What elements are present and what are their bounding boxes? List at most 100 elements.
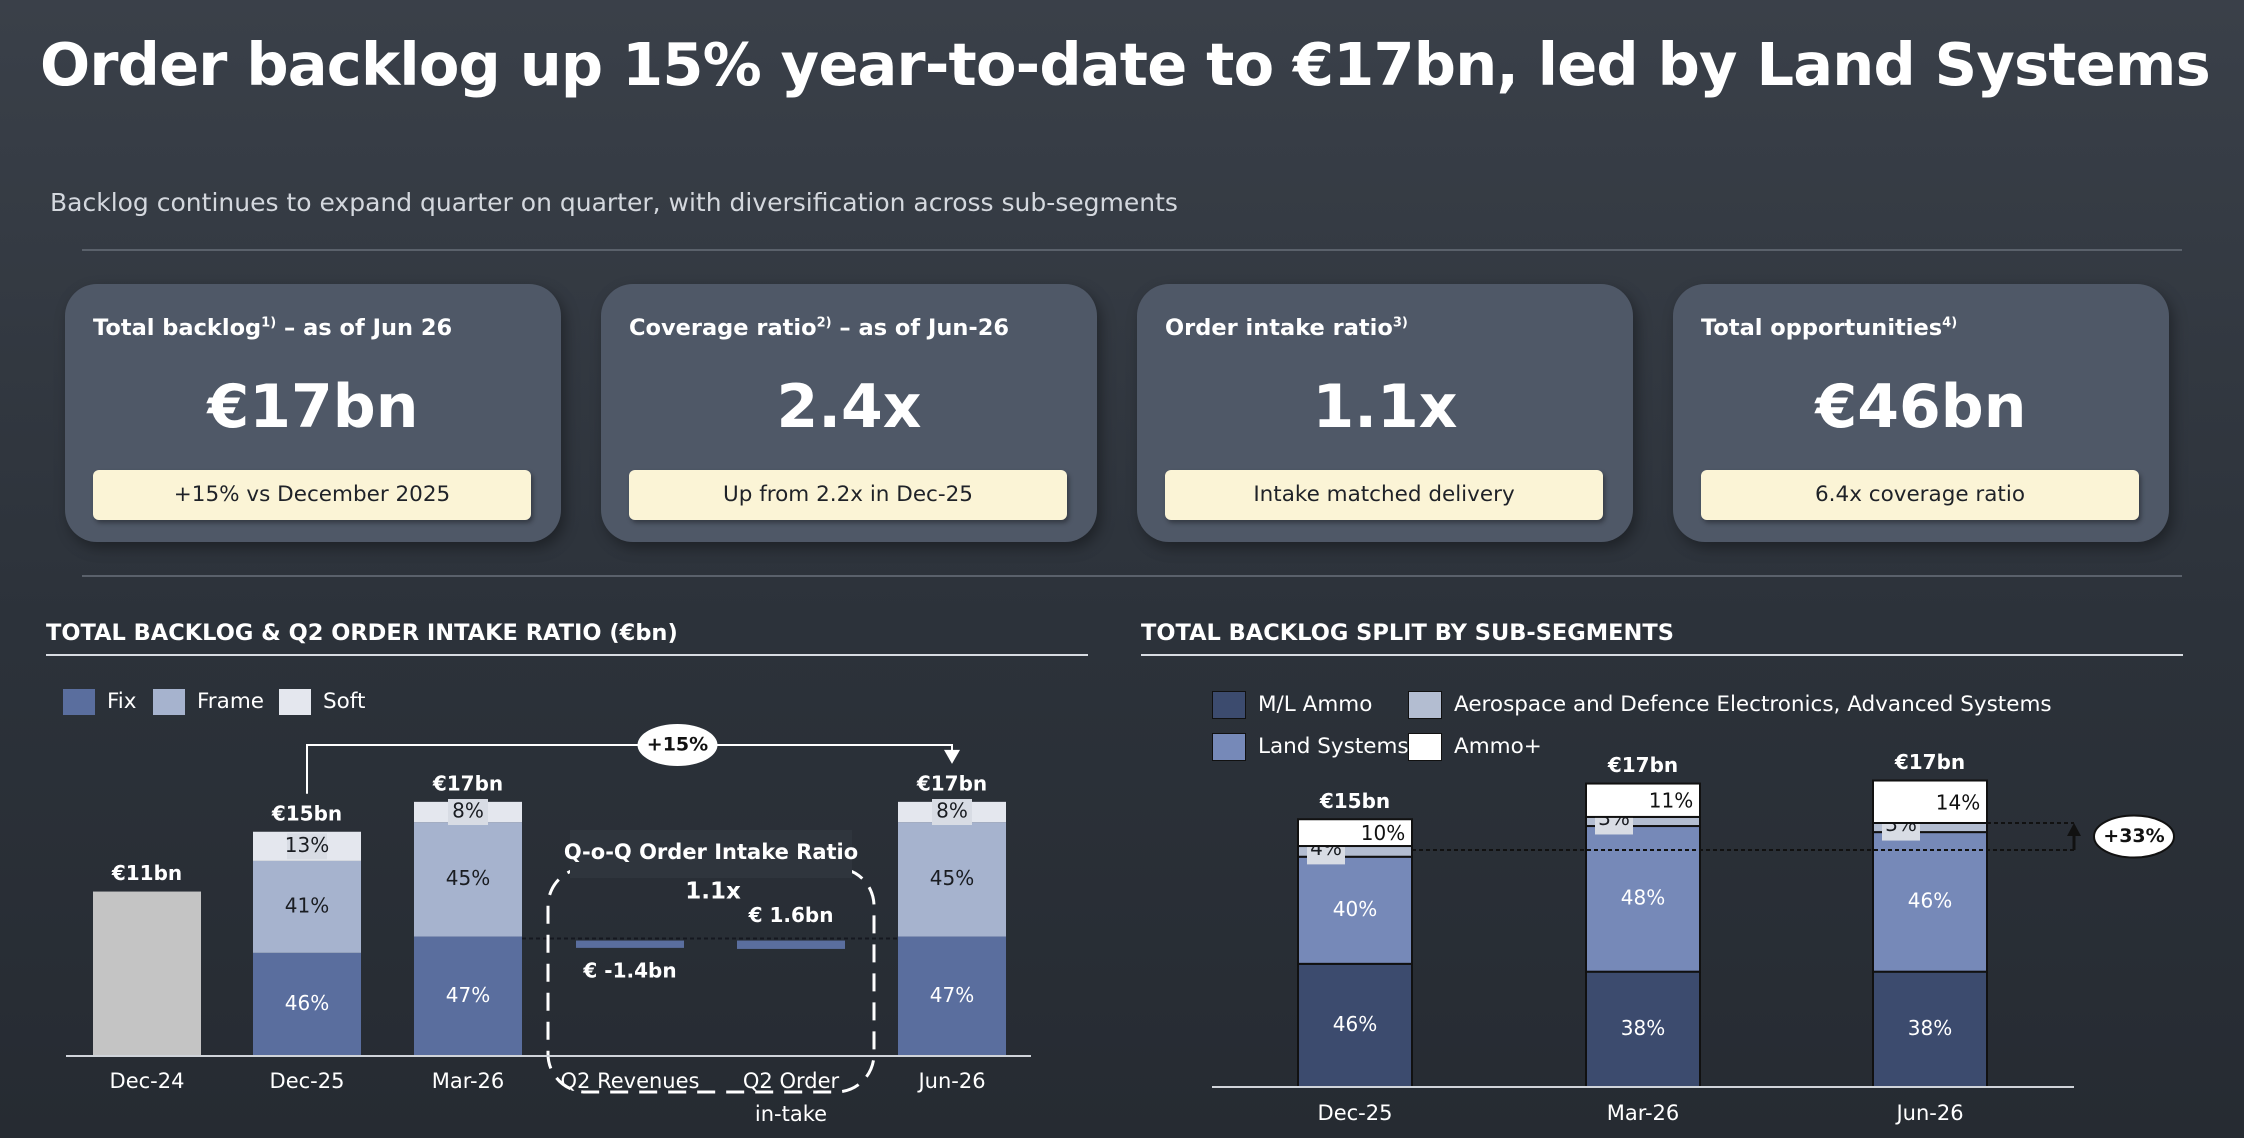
bar-total-label: €17bn — [916, 771, 987, 795]
bar-total-label: €17bn — [1894, 750, 1965, 774]
kpi-note: 6.4x coverage ratio — [1701, 470, 2139, 520]
page-subtitle: Backlog continues to expand quarter on q… — [50, 188, 1178, 217]
segment-label: 10% — [1361, 821, 1405, 845]
bar-total-label: €17bn — [1607, 753, 1678, 777]
bar-total-label: €15bn — [1319, 789, 1390, 813]
floating-bar-q2-revenues — [576, 940, 684, 948]
kpi-label: Order intake ratio3) — [1165, 315, 1408, 341]
segment-label-box — [287, 833, 327, 860]
segment-label: 48% — [1621, 885, 1665, 909]
legend-swatch — [279, 689, 311, 715]
bar-segment-frame — [414, 822, 522, 937]
legend-swatch — [1212, 691, 1246, 719]
x-tick-label: Mar-26 — [432, 1069, 505, 1093]
growth-arrow-head — [2067, 822, 2081, 836]
segment-label: 14% — [1936, 790, 1980, 814]
kpi-value: 2.4x — [776, 372, 922, 442]
growth-callout-bubble — [2093, 814, 2175, 859]
growth-callout-bubble — [637, 724, 718, 766]
kpi-note: +15% vs December 2025 — [93, 470, 531, 520]
x-tick-label: Mar-26 — [1607, 1101, 1680, 1125]
ratio-title-backdrop — [570, 830, 852, 878]
segment-label: 46% — [1333, 1012, 1377, 1036]
legend-swatch — [1408, 733, 1442, 761]
x-tick-label: Dec-25 — [270, 1069, 345, 1093]
bar-segment-land — [1872, 831, 1988, 973]
kpi-value: 1.1x — [1312, 372, 1458, 442]
segment-label: 8% — [452, 799, 484, 823]
kpi-value: €17bn — [207, 372, 419, 442]
segment-label: 41% — [285, 893, 329, 917]
ratio-value: 1.1x — [685, 879, 741, 905]
legend-land-systems: Land Systems — [1212, 733, 1409, 761]
right-chart-title: TOTAL BACKLOG SPLIT BY SUB-SEGMENTS — [1141, 620, 1674, 646]
segment-label: 45% — [446, 866, 490, 890]
bar-segment-fix — [414, 936, 522, 1056]
bar-segment-ml_ammo — [1585, 970, 1701, 1089]
x-tick-label: in-take — [755, 1102, 827, 1126]
x-tick-label: Dec-25 — [1318, 1101, 1393, 1125]
legend-swatch — [1212, 733, 1246, 761]
bar-segment-ammo_plus — [1585, 782, 1701, 818]
segment-label-box — [448, 799, 488, 826]
floating-bar-label: € -1.4bn — [582, 958, 676, 982]
segment-label: 38% — [1908, 1016, 1952, 1040]
right-chart-title-rule — [1141, 654, 2183, 656]
divider-middle — [82, 575, 2182, 577]
bar-segment-ammo_plus — [1872, 779, 1988, 824]
legend-fix: Fix — [63, 689, 137, 715]
growth-bracket-line — [306, 744, 953, 794]
bar-segment-frame — [898, 822, 1006, 937]
x-tick-label: Jun-26 — [1894, 1101, 1963, 1125]
segment-label: 38% — [1621, 1016, 1665, 1040]
segment-label: 13% — [285, 833, 329, 857]
legend-swatch — [63, 689, 95, 715]
growth-callout-label: +15% — [647, 734, 708, 756]
bar-segment-ammo_plus — [1297, 818, 1413, 848]
kpi-card-total-backlog: Total backlog1) – as of Jun 26 €17bn +15… — [65, 284, 561, 542]
x-tick-label: Jun-26 — [916, 1069, 985, 1093]
bar-segment-frame — [253, 860, 361, 953]
bar-segment-land — [1297, 855, 1413, 965]
growth-bracket-arrowhead — [944, 749, 960, 764]
segment-label: 11% — [1649, 789, 1693, 813]
segment-label: 47% — [930, 983, 974, 1007]
left-chart-title: TOTAL BACKLOG & Q2 ORDER INTAKE RATIO (€… — [46, 620, 678, 646]
kpi-label: Total opportunities4) — [1701, 315, 1958, 341]
bar-total-label: €15bn — [271, 801, 342, 825]
kpi-note: Up from 2.2x in Dec-25 — [629, 470, 1067, 520]
segment-label: 46% — [285, 991, 329, 1015]
segment-label: 45% — [930, 866, 974, 890]
bar-total-label: €11bn — [111, 861, 182, 885]
bar-segment-fix — [253, 952, 361, 1056]
x-tick-label: Q2 Revenues — [561, 1069, 700, 1093]
kpi-note: Intake matched delivery — [1165, 470, 1603, 520]
x-tick-label: Dec-24 — [110, 1069, 185, 1093]
floating-bar-label: € 1.6bn — [748, 903, 834, 927]
divider-top — [82, 249, 2182, 251]
page-title: Order backlog up 15% year-to-date to €17… — [40, 30, 2211, 99]
legend-soft: Soft — [279, 689, 365, 715]
legend-ammo-plus: Ammo+ — [1408, 733, 1542, 761]
floating-bar-q2-order-intake — [737, 940, 845, 949]
legend-swatch — [1408, 691, 1442, 719]
legend-ml-ammo: M/L Ammo — [1212, 691, 1372, 719]
segment-label: 8% — [936, 799, 968, 823]
kpi-label: Total backlog1) – as of Jun 26 — [93, 315, 453, 341]
left-chart-title-rule — [46, 654, 1088, 656]
legend-frame: Frame — [153, 689, 264, 715]
segment-label: 46% — [1908, 888, 1952, 912]
bar-total-label: €17bn — [432, 771, 503, 795]
legend-aerospace: Aerospace and Defence Electronics, Advan… — [1408, 691, 2052, 719]
segment-label-box — [932, 799, 972, 826]
legend-swatch — [153, 689, 185, 715]
ratio-title: Q-o-Q Order Intake Ratio — [564, 840, 858, 864]
segment-label: 47% — [446, 983, 490, 1007]
kpi-card-coverage-ratio: Coverage ratio2) – as of Jun-26 2.4x Up … — [601, 284, 1097, 542]
kpi-card-order-intake-ratio: Order intake ratio3) 1.1x Intake matched… — [1137, 284, 1633, 542]
kpi-label: Coverage ratio2) – as of Jun-26 — [629, 315, 1010, 341]
segment-label: 40% — [1333, 897, 1377, 921]
x-tick-label: Q2 Order — [743, 1069, 840, 1093]
kpi-card-total-opportunities: Total opportunities4) €46bn 6.4x coverag… — [1673, 284, 2169, 542]
